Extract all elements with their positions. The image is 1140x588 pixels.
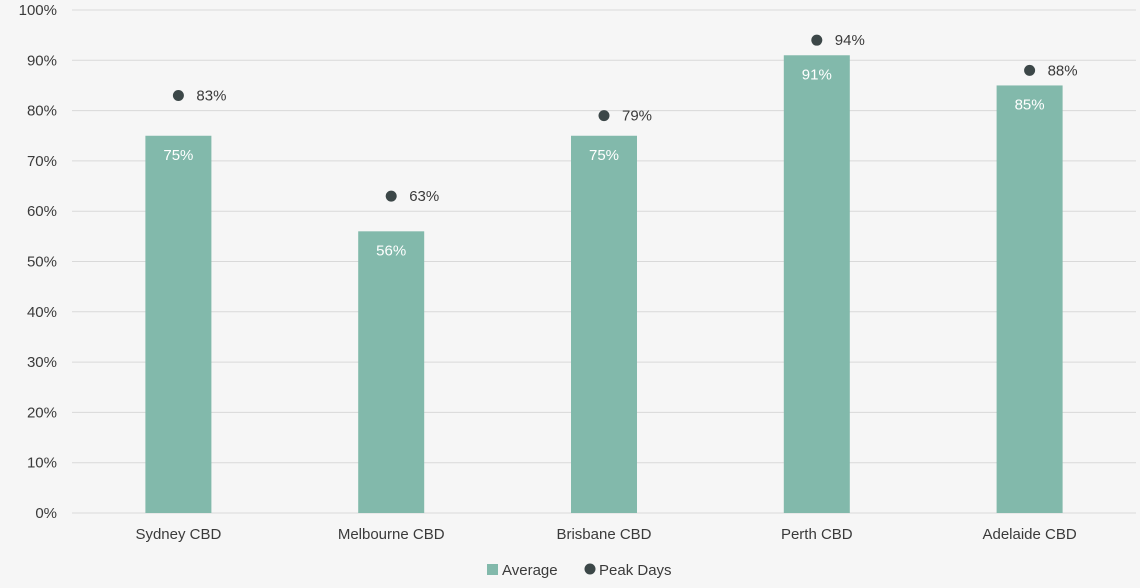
x-tick-label: Sydney CBD bbox=[135, 526, 221, 543]
peak-days-point bbox=[172, 90, 184, 102]
y-tick-label: 40% bbox=[27, 304, 57, 321]
x-tick-label: Melbourne CBD bbox=[338, 526, 445, 543]
bar-average bbox=[783, 55, 850, 514]
legend: Average Peak Days bbox=[487, 562, 672, 579]
bar-value-label: 85% bbox=[1015, 96, 1045, 113]
peak-days-point bbox=[1024, 64, 1036, 76]
y-tick-label: 20% bbox=[27, 404, 57, 421]
bars-average bbox=[145, 55, 1063, 514]
y-tick-label: 30% bbox=[27, 354, 57, 371]
peak-days-value-label: 94% bbox=[835, 32, 865, 49]
x-tick-label: Adelaide CBD bbox=[982, 526, 1076, 543]
legend-label-average: Average bbox=[502, 562, 558, 579]
y-tick-label: 50% bbox=[27, 254, 57, 271]
legend-swatch-average bbox=[487, 564, 498, 575]
peak-days-points bbox=[172, 34, 1036, 202]
bar-average bbox=[571, 135, 637, 513]
bar-average bbox=[145, 135, 212, 513]
x-tick-label: Perth CBD bbox=[781, 526, 853, 543]
legend-marker-peak-days bbox=[584, 563, 596, 575]
peak-days-value-label: 88% bbox=[1048, 62, 1078, 79]
bar-value-label: 75% bbox=[589, 147, 619, 164]
x-tick-label: Brisbane CBD bbox=[556, 526, 651, 543]
bar-value-label: 56% bbox=[376, 242, 406, 259]
legend-label-peak-days: Peak Days bbox=[599, 562, 672, 579]
y-tick-label: 100% bbox=[19, 2, 57, 19]
peak-days-point bbox=[811, 34, 823, 46]
peak-days-labels: 83% 63% 79% 94% 88% bbox=[196, 32, 1077, 205]
bar-average bbox=[358, 231, 425, 513]
bar-data-labels: 75% 56% 75% 91% 85% bbox=[163, 66, 1044, 259]
y-tick-label: 70% bbox=[27, 153, 57, 170]
y-tick-label: 0% bbox=[35, 505, 57, 522]
y-tick-label: 10% bbox=[27, 455, 57, 472]
y-tick-label: 90% bbox=[27, 52, 57, 69]
bar-average bbox=[996, 85, 1063, 513]
peak-days-point bbox=[385, 190, 397, 202]
x-axis-category-labels: Sydney CBD Melbourne CBD Brisbane CBD Perth… bbox=[135, 526, 1076, 543]
y-tick-label: 80% bbox=[27, 103, 57, 120]
peak-days-value-label: 83% bbox=[196, 88, 226, 105]
y-tick-label: 60% bbox=[27, 203, 57, 220]
peak-days-point bbox=[598, 110, 610, 122]
bar-value-label: 75% bbox=[163, 147, 193, 164]
peak-days-value-label: 63% bbox=[409, 188, 439, 205]
y-axis-tick-labels: 0% 10% 20% 30% 40% 50% 60% 70% 80% 90% 100% bbox=[19, 2, 57, 522]
peak-days-value-label: 79% bbox=[622, 108, 652, 125]
bar-value-label: 91% bbox=[802, 66, 832, 83]
